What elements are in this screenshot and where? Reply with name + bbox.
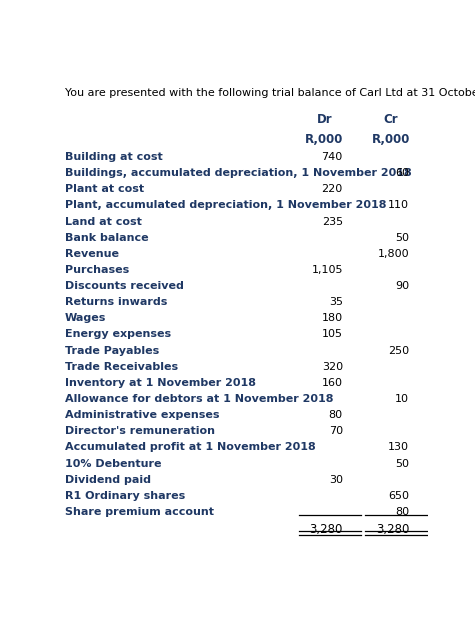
Text: 250: 250 (388, 345, 409, 356)
Text: 10% Debenture: 10% Debenture (65, 458, 162, 469)
Text: Purchases: Purchases (65, 265, 129, 275)
Text: R,000: R,000 (305, 133, 343, 147)
Text: Dividend paid: Dividend paid (65, 475, 151, 485)
Text: 3,280: 3,280 (376, 523, 409, 536)
Text: Trade Receivables: Trade Receivables (65, 362, 178, 371)
Text: Allowance for debtors at 1 November 2018: Allowance for debtors at 1 November 2018 (65, 394, 333, 404)
Text: Discounts received: Discounts received (65, 281, 184, 291)
Text: Wages: Wages (65, 313, 106, 323)
Text: 80: 80 (395, 507, 409, 517)
Text: 60: 60 (395, 168, 409, 178)
Text: Plant at cost: Plant at cost (65, 184, 144, 194)
Text: Revenue: Revenue (65, 249, 119, 259)
Text: Accumulated profit at 1 November 2018: Accumulated profit at 1 November 2018 (65, 443, 316, 452)
Text: 105: 105 (322, 330, 343, 340)
Text: 30: 30 (329, 475, 343, 485)
Text: 3,280: 3,280 (309, 523, 343, 536)
Text: You are presented with the following trial balance of Carl Ltd at 31 October 201: You are presented with the following tri… (65, 88, 475, 98)
Text: 90: 90 (395, 281, 409, 291)
Text: 740: 740 (322, 152, 343, 162)
Text: Inventory at 1 November 2018: Inventory at 1 November 2018 (65, 378, 256, 388)
Text: 650: 650 (388, 491, 409, 501)
Text: 1,800: 1,800 (378, 249, 409, 259)
Text: Cr: Cr (383, 113, 398, 126)
Text: Plant, accumulated depreciation, 1 November 2018: Plant, accumulated depreciation, 1 Novem… (65, 201, 386, 210)
Text: 235: 235 (322, 217, 343, 227)
Text: 160: 160 (322, 378, 343, 388)
Text: 10: 10 (395, 394, 409, 404)
Text: Dr: Dr (317, 113, 332, 126)
Text: Trade Payables: Trade Payables (65, 345, 159, 356)
Text: Land at cost: Land at cost (65, 217, 142, 227)
Text: 35: 35 (329, 297, 343, 307)
Text: 1,105: 1,105 (311, 265, 343, 275)
Text: Bank balance: Bank balance (65, 232, 149, 243)
Text: R,000: R,000 (371, 133, 410, 147)
Text: 220: 220 (322, 184, 343, 194)
Text: 80: 80 (329, 410, 343, 420)
Text: 320: 320 (322, 362, 343, 371)
Text: R1 Ordinary shares: R1 Ordinary shares (65, 491, 185, 501)
Text: Energy expenses: Energy expenses (65, 330, 171, 340)
Text: Share premium account: Share premium account (65, 507, 214, 517)
Text: Returns inwards: Returns inwards (65, 297, 167, 307)
Text: 130: 130 (388, 443, 409, 452)
Text: Director's remuneration: Director's remuneration (65, 426, 215, 436)
Text: Administrative expenses: Administrative expenses (65, 410, 219, 420)
Text: Building at cost: Building at cost (65, 152, 162, 162)
Text: 110: 110 (388, 201, 409, 210)
Text: 70: 70 (329, 426, 343, 436)
Text: 50: 50 (395, 232, 409, 243)
Text: 50: 50 (395, 458, 409, 469)
Text: Buildings, accumulated depreciation, 1 November 2018: Buildings, accumulated depreciation, 1 N… (65, 168, 412, 178)
Text: 180: 180 (322, 313, 343, 323)
